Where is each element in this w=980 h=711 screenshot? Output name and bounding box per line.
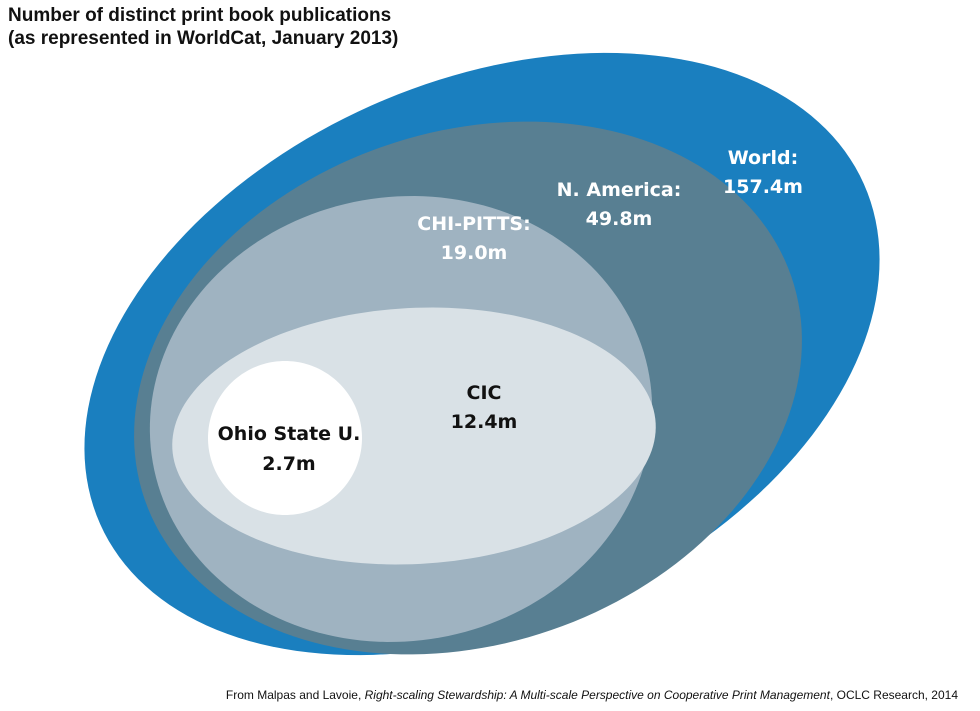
citation-prefix: From Malpas and Lavoie, (225, 688, 365, 702)
diagram-title: Number of distinct print book publicatio… (8, 4, 398, 50)
world-value: 157.4m (723, 176, 803, 198)
north-america-label: N. America: (557, 179, 682, 201)
chi-pitts-label: CHI-PITTS: (417, 213, 530, 235)
title-line-1: Number of distinct print book publicatio… (8, 5, 392, 26)
ohio-state-label: Ohio State U. (218, 423, 361, 445)
cic-value: 12.4m (451, 411, 518, 433)
citation-work: Right-scaling Stewardship: A Multi-scale… (364, 688, 830, 702)
world-label: World: (728, 147, 798, 169)
cic-label: CIC (467, 382, 502, 404)
ohio-state-value: 2.7m (262, 453, 315, 475)
title-line-2: (as represented in WorldCat, January 201… (8, 28, 399, 49)
source-citation: From Malpas and Lavoie, Right-scaling St… (226, 688, 958, 702)
citation-suffix: , OCLC Research, 2014 (829, 688, 958, 702)
chi-pitts-value: 19.0m (441, 242, 508, 264)
ohio-state-circle (208, 361, 362, 515)
north-america-value: 49.8m (586, 208, 653, 230)
